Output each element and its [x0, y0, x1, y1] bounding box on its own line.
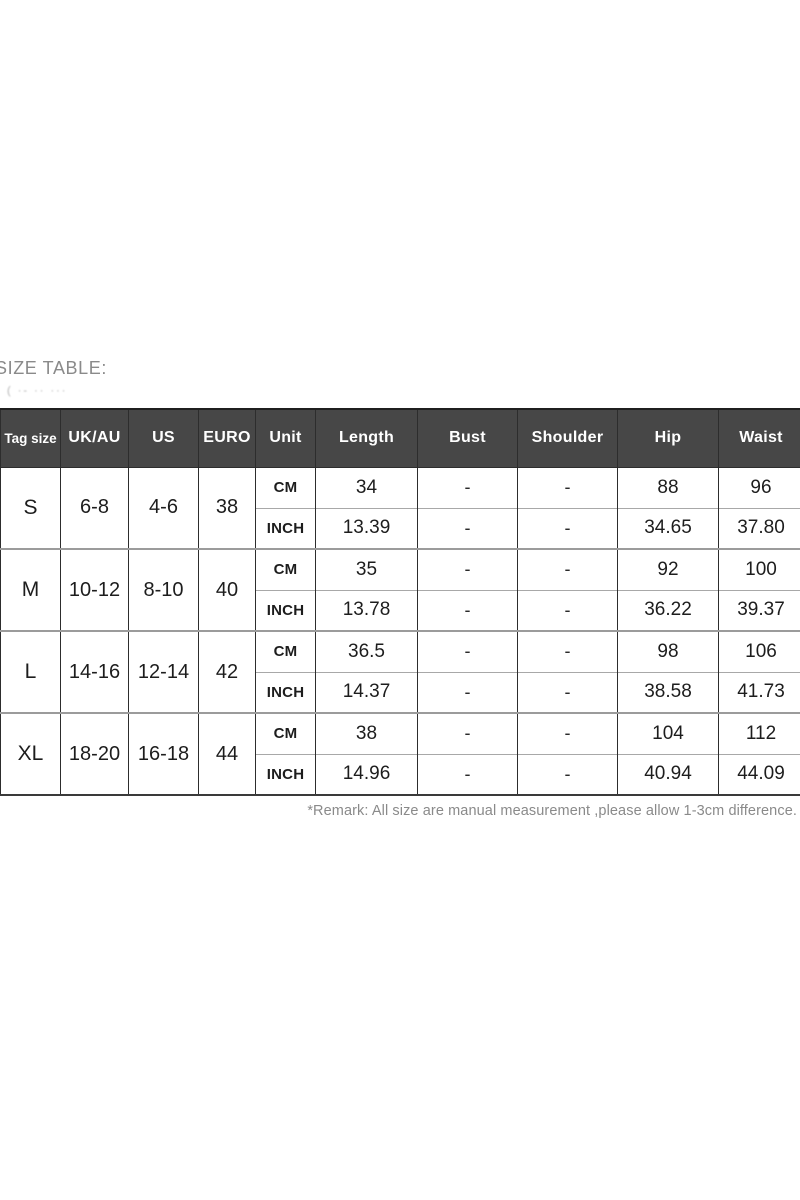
size-row-s-cm: S 6-8 4-6 38 CM 34 - - 88 96 [0, 467, 800, 549]
cell-tag-size: L [0, 630, 61, 713]
cell-tag-size: M [0, 548, 61, 631]
col-header-bust: Bust [417, 408, 518, 468]
cell-waist: 112 [718, 712, 800, 754]
cell-shoulder: - [517, 548, 618, 590]
cell-shoulder: - [517, 712, 618, 754]
cell-us: 16-18 [128, 712, 199, 795]
cell-shoulder: - [517, 467, 618, 508]
cell-bust: - [417, 589, 518, 631]
cell-euro: 40 [198, 548, 256, 631]
cell-hip: 92 [617, 548, 719, 590]
cell-waist: 37.80 [718, 507, 800, 549]
cell-us: 4-6 [128, 467, 199, 549]
cell-unit: CM [255, 712, 316, 754]
cell-hip: 38.58 [617, 671, 719, 713]
cell-hip: 36.22 [617, 589, 719, 631]
cell-unit: INCH [255, 507, 316, 549]
cell-euro: 42 [198, 630, 256, 713]
size-row-l-cm: L 14-16 12-14 42 CM 36.5 - - 98 106 [0, 630, 800, 713]
col-header-waist: Waist [718, 408, 800, 468]
cell-waist: 100 [718, 548, 800, 590]
cell-unit: INCH [255, 671, 316, 713]
col-header-uk-au: UK/AU [60, 408, 129, 468]
cell-unit: CM [255, 630, 316, 672]
cell-euro: 38 [198, 467, 256, 549]
col-header-us: US [128, 408, 199, 468]
cell-shoulder: - [517, 671, 618, 713]
size-row-m-cm: M 10-12 8-10 40 CM 35 - - 92 100 [0, 548, 800, 631]
size-row-xl-inch: INCH 14.96 - - 40.94 44.09 [1, 753, 800, 795]
cell-shoulder: - [517, 589, 618, 631]
size-table-title: SIZE TABLE: [0, 358, 107, 378]
cell-hip: 104 [617, 712, 719, 754]
col-header-length: Length [315, 408, 418, 468]
cell-us: 8-10 [128, 548, 199, 631]
cell-bust: - [417, 671, 518, 713]
cell-bust: - [417, 467, 518, 508]
cell-length: 36.5 [315, 630, 418, 672]
col-header-shoulder: Shoulder [517, 408, 618, 468]
cell-us: 12-14 [128, 630, 199, 713]
cell-length: 14.96 [315, 753, 418, 795]
col-header-euro: EURO [198, 408, 256, 468]
cell-length: 13.39 [315, 507, 418, 549]
cell-hip: 40.94 [617, 753, 719, 795]
measurement-remark: *Remark: All size are manual measurement… [307, 803, 797, 819]
size-table-wrapper: Tag size UK/AU US EURO Unit Length Bust … [0, 408, 800, 796]
cell-unit: INCH [255, 753, 316, 795]
cell-length: 34 [315, 467, 418, 508]
cell-euro: 44 [198, 712, 256, 795]
cell-shoulder: - [517, 507, 618, 549]
cell-length: 35 [315, 548, 418, 590]
cell-tag-size: XL [0, 712, 61, 795]
cell-hip: 98 [617, 630, 719, 672]
cell-bust: - [417, 753, 518, 795]
col-header-hip: Hip [617, 408, 719, 468]
cell-waist: 96 [718, 467, 800, 508]
cell-shoulder: - [517, 630, 618, 672]
cell-uk-au: 6-8 [60, 467, 129, 549]
cell-length: 13.78 [315, 589, 418, 631]
cell-uk-au: 18-20 [60, 712, 129, 795]
cell-waist: 41.73 [718, 671, 800, 713]
cell-bust: - [417, 548, 518, 590]
cell-unit: CM [255, 467, 316, 508]
col-header-tag-size: Tag size [0, 408, 61, 468]
cell-bust: - [417, 712, 518, 754]
clipped-text-fragment: ( ·- ·· ··· [7, 385, 68, 397]
size-row-l-inch: INCH 14.37 - - 38.58 41.73 [1, 671, 800, 713]
cell-uk-au: 14-16 [60, 630, 129, 713]
cell-hip: 34.65 [617, 507, 719, 549]
cell-uk-au: 10-12 [60, 548, 129, 631]
cell-unit: CM [255, 548, 316, 590]
cell-unit: INCH [255, 589, 316, 631]
cell-hip: 88 [617, 467, 719, 508]
size-row-m-inch: INCH 13.78 - - 36.22 39.37 [1, 589, 800, 631]
cell-waist: 106 [718, 630, 800, 672]
cell-bust: - [417, 630, 518, 672]
size-row-xl-cm: XL 18-20 16-18 44 CM 38 - - 104 112 [0, 712, 800, 795]
cell-length: 14.37 [315, 671, 418, 713]
size-table: Tag size UK/AU US EURO Unit Length Bust … [0, 408, 800, 796]
cell-bust: - [417, 507, 518, 549]
size-row-s-inch: INCH 13.39 - - 34.65 37.80 [1, 507, 800, 549]
cell-shoulder: - [517, 753, 618, 795]
cell-tag-size: S [0, 467, 61, 549]
col-header-unit: Unit [255, 408, 316, 468]
cell-length: 38 [315, 712, 418, 754]
cell-waist: 44.09 [718, 753, 800, 795]
header-row: Tag size UK/AU US EURO Unit Length Bust … [0, 408, 800, 468]
cell-waist: 39.37 [718, 589, 800, 631]
